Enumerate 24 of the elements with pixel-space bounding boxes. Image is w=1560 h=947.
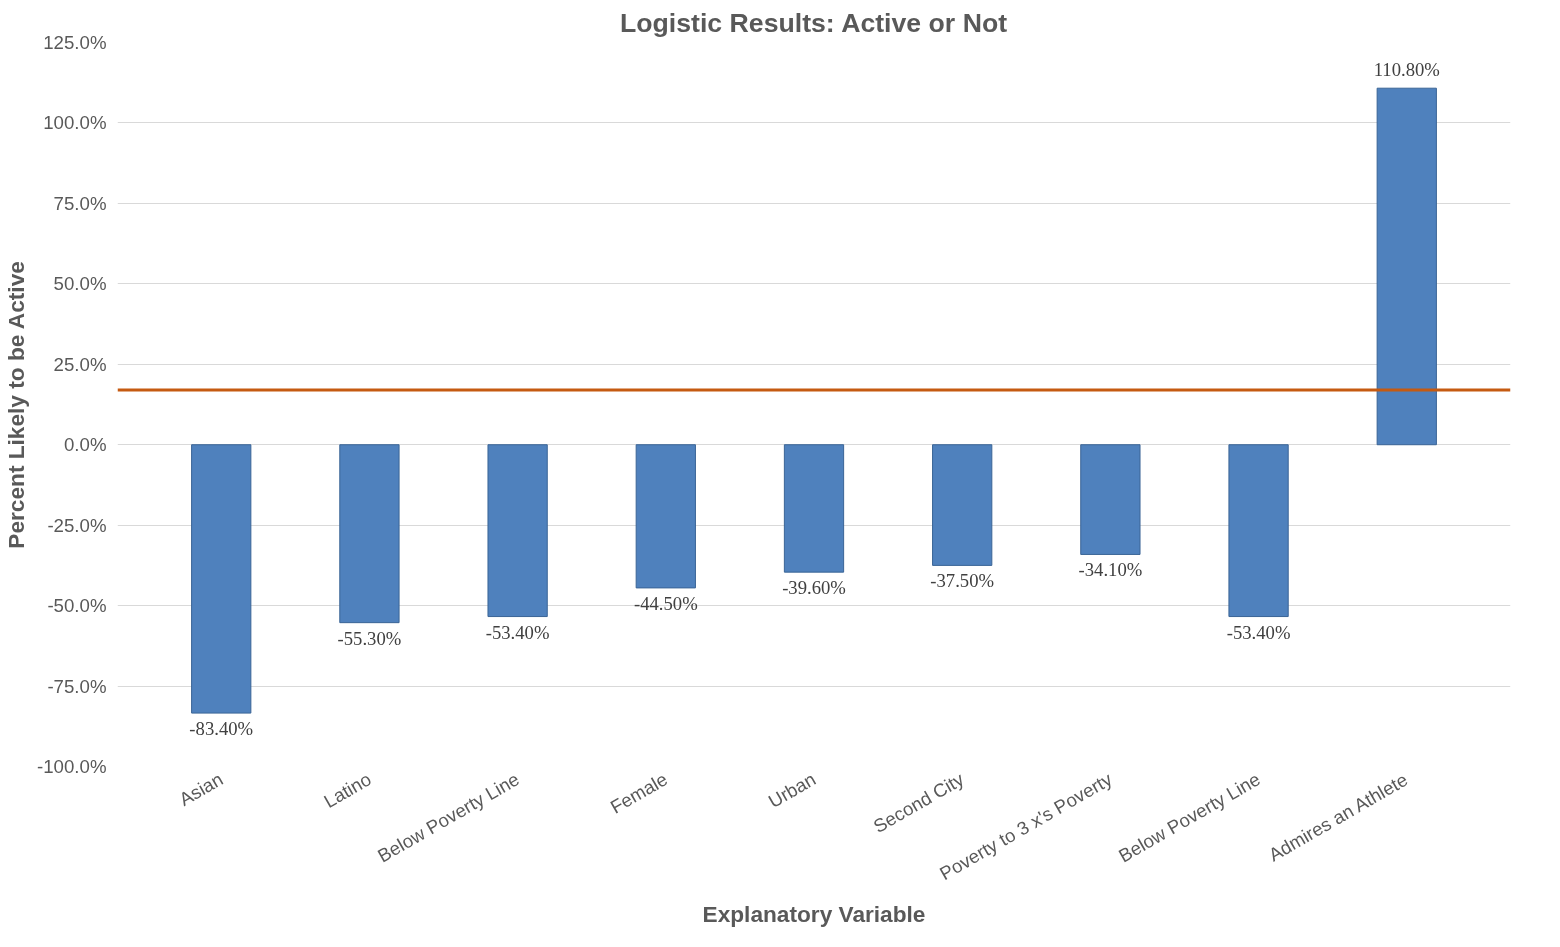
y-tick-label: 50.0% [53, 273, 107, 295]
x-axis-title: Explanatory Variable [702, 901, 926, 928]
data-label: -37.50% [930, 570, 995, 592]
y-tick-label: 0.0% [63, 434, 107, 456]
data-label: -55.30% [337, 627, 402, 649]
y-tick-label: -50.0% [47, 595, 107, 617]
data-label: -39.60% [782, 577, 846, 599]
y-axis-title: Percent Likely to be Active [3, 261, 30, 549]
chart-title: Logistic Results: Active or Not [619, 7, 1008, 38]
x-tick-label: Asian [175, 768, 227, 810]
y-tick-label: 125.0% [43, 32, 107, 53]
y-tick-label: -75.0% [47, 675, 107, 697]
y-tick-label: -100.0% [37, 756, 107, 777]
data-label: -83.40% [189, 718, 254, 740]
data-label: -44.50% [633, 592, 698, 614]
data-label: 110.80% [1373, 59, 1440, 81]
data-label: -53.40% [1226, 621, 1291, 643]
y-tick-label: 75.0% [53, 192, 107, 214]
y-tick-label: 100.0% [43, 112, 107, 134]
y-tick-label: -25.0% [47, 514, 107, 536]
data-label: -53.40% [485, 621, 550, 643]
x-tick-label: Urban [764, 768, 820, 812]
y-tick-label: 25.0% [53, 353, 107, 375]
data-label: -34.10% [1078, 559, 1143, 581]
